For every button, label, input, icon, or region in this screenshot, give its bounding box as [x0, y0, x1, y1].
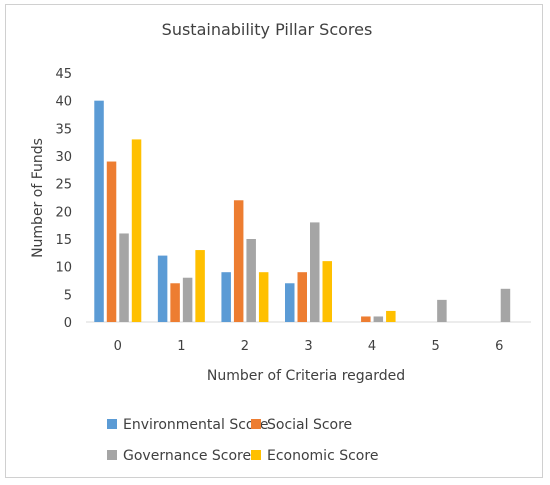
- bar: [258, 272, 269, 322]
- y-tick-label: 10: [55, 261, 72, 276]
- bar: [500, 288, 511, 322]
- legend-swatch: [107, 419, 117, 429]
- y-tick-label: 35: [55, 122, 72, 137]
- bar: [246, 239, 256, 322]
- bar: [361, 316, 371, 322]
- y-tick-label: 40: [55, 95, 72, 110]
- y-axis-ticks: 0 5 10 15 20 25 30 35 40 45: [55, 67, 72, 331]
- bar: [297, 272, 307, 322]
- bar: [221, 272, 231, 322]
- x-axis-ticks: 0 1 2 3 4 5 6: [114, 339, 504, 354]
- y-tick-label: 5: [64, 288, 72, 303]
- bar: [106, 161, 117, 322]
- y-tick-label: 30: [55, 150, 72, 165]
- legend-swatch: [251, 419, 261, 429]
- y-tick-label: 15: [55, 233, 72, 248]
- bar: [94, 100, 104, 323]
- bar: [373, 316, 384, 322]
- x-axis-label: Number of Criteria regarded: [207, 368, 405, 384]
- bar: [131, 139, 142, 322]
- bar: [119, 233, 129, 322]
- bar: [157, 255, 168, 322]
- x-tick-label: 6: [495, 339, 503, 354]
- y-tick-label: 0: [64, 316, 72, 331]
- legend-label: Governance Score: [123, 448, 251, 464]
- y-tick-label: 25: [55, 178, 72, 193]
- chart-title: Sustainability Pillar Scores: [162, 20, 373, 39]
- bar: [233, 200, 244, 322]
- legend-swatch: [251, 450, 261, 460]
- bar: [182, 277, 193, 322]
- y-tick-label: 45: [55, 67, 72, 82]
- bars-group: [94, 100, 511, 323]
- legend-label: Economic Score: [267, 448, 378, 464]
- x-tick-label: 2: [241, 339, 249, 354]
- bar: [386, 310, 396, 322]
- legend-swatch: [107, 450, 117, 460]
- bar: [310, 222, 320, 322]
- x-tick-label: 3: [304, 339, 312, 354]
- x-tick-label: 5: [432, 339, 440, 354]
- bar: [195, 250, 205, 322]
- legend-label: Environmental Score: [123, 417, 269, 433]
- bar: [285, 283, 295, 322]
- y-axis-label: Number of Funds: [30, 138, 46, 258]
- bar: [437, 299, 447, 322]
- x-tick-label: 4: [368, 339, 376, 354]
- y-tick-label: 20: [55, 205, 72, 220]
- x-tick-label: 1: [177, 339, 185, 354]
- x-tick-label: 0: [114, 339, 122, 354]
- bar: [322, 261, 332, 322]
- legend-label: Social Score: [267, 417, 352, 433]
- bar: [170, 283, 180, 322]
